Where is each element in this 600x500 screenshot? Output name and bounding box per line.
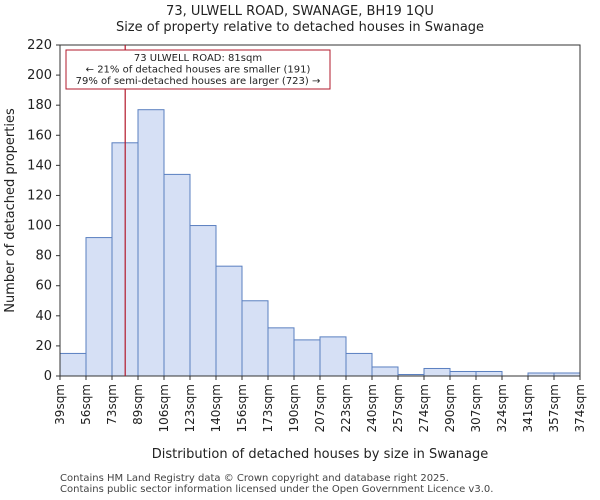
chart-title: 73, ULWELL ROAD, SWANAGE, BH19 1QU — [166, 4, 434, 19]
footer-line-1: Contains HM Land Registry data © Crown c… — [60, 473, 449, 484]
y-axis-label: Number of detached properties — [3, 108, 18, 313]
annotation-box — [65, 49, 331, 90]
annotation-line-1: 73 ULWELL ROAD: 81sqm — [134, 53, 262, 64]
x-tick-label: 223sqm — [339, 384, 353, 432]
y-tick-label: 160 — [27, 128, 52, 143]
x-tick-label: 324sqm — [495, 384, 509, 432]
x-tick-label: 374sqm — [573, 384, 587, 432]
x-tick-label: 140sqm — [209, 384, 223, 432]
y-tick-label: 140 — [27, 158, 52, 173]
chart-subtitle: Size of property relative to detached ho… — [115, 20, 485, 35]
y-tick-label: 200 — [27, 68, 52, 83]
y-tick-label: 100 — [27, 219, 52, 234]
bar-290sqm — [449, 370, 477, 377]
y-tick-label: 0 — [44, 369, 52, 384]
bar-39sqm — [59, 352, 87, 377]
y-tick-label: 40 — [35, 309, 52, 324]
x-tick-label: 190sqm — [287, 384, 301, 432]
x-axis-label: Distribution of detached houses by size … — [152, 447, 489, 462]
bar-223sqm — [345, 352, 373, 377]
x-tick-label: 73sqm — [105, 384, 119, 425]
bar-106sqm — [163, 173, 191, 377]
bar-123sqm — [189, 225, 217, 377]
x-tick-label: 56sqm — [79, 384, 93, 425]
x-tick-label: 89sqm — [131, 384, 145, 425]
bar-190sqm — [293, 339, 321, 377]
x-tick-label: 207sqm — [313, 384, 327, 432]
x-tick-label: 341sqm — [521, 384, 535, 432]
footer-line-2: Contains public sector information licen… — [60, 484, 494, 495]
bar-207sqm — [319, 336, 347, 377]
x-tick-label: 123sqm — [183, 384, 197, 432]
x-tick-label: 156sqm — [235, 384, 249, 432]
bar-274sqm — [423, 367, 451, 377]
y-tick-label: 20 — [35, 339, 52, 354]
y-tick-label: 60 — [35, 279, 52, 294]
bar-307sqm — [475, 370, 503, 377]
bar-89sqm — [137, 109, 165, 377]
x-tick-label: 274sqm — [417, 384, 431, 432]
x-tick-label: 357sqm — [547, 384, 561, 432]
x-tick-label: 106sqm — [157, 384, 171, 432]
x-tick-label: 257sqm — [391, 384, 405, 432]
y-tick-label: 80 — [35, 249, 52, 264]
bar-140sqm — [215, 265, 243, 377]
x-tick-label: 240sqm — [365, 384, 379, 432]
bar-56sqm — [85, 237, 113, 377]
bar-156sqm — [241, 300, 269, 377]
x-tick-label: 290sqm — [443, 384, 457, 432]
x-tick-label: 173sqm — [261, 384, 275, 432]
y-tick-label: 120 — [27, 188, 52, 203]
annotation-line-2: ← 21% of detached houses are smaller (19… — [86, 65, 311, 76]
bar-173sqm — [267, 327, 295, 377]
y-tick-label: 220 — [27, 38, 52, 53]
x-tick-label: 39sqm — [53, 384, 67, 425]
y-tick-label: 180 — [27, 98, 52, 113]
bar-240sqm — [371, 366, 399, 377]
annotation-line-3: 79% of semi-detached houses are larger (… — [76, 76, 321, 87]
x-tick-label: 307sqm — [469, 384, 483, 432]
